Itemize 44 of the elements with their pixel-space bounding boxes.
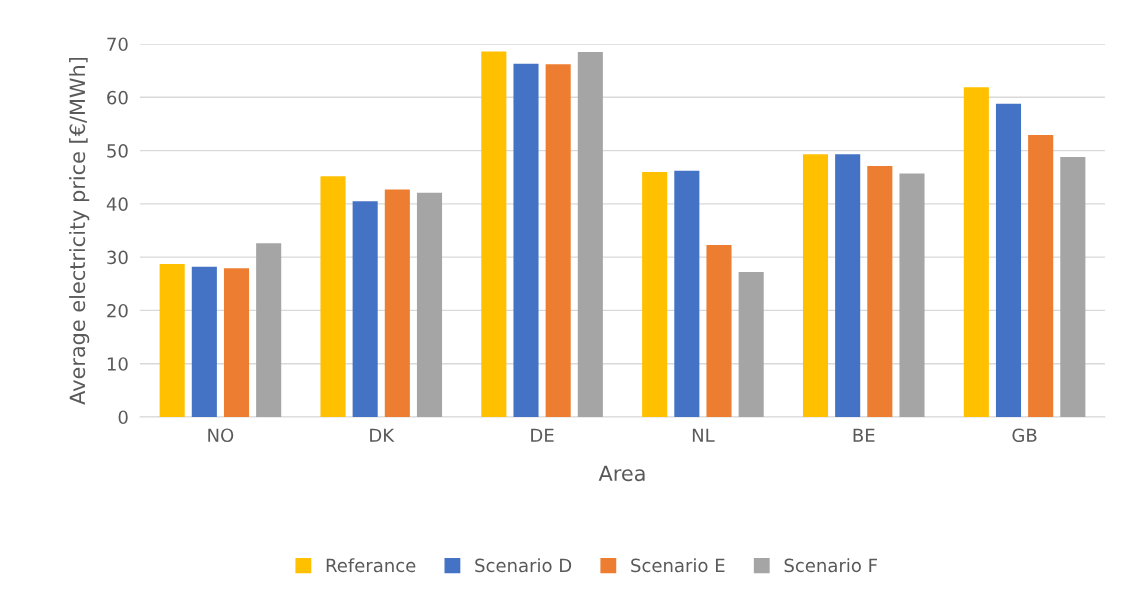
bar	[995, 103, 1022, 417]
y-tick-label: 40	[106, 197, 128, 211]
y-tick-label: 70	[107, 37, 128, 52]
y-tick-label: 10	[107, 357, 128, 371]
bar	[577, 51, 603, 417]
legend-label: Scenario E	[631, 558, 725, 573]
y-axis-title: Average electricity price [€/MWh]	[69, 57, 90, 405]
bar	[352, 201, 378, 417]
bar	[835, 154, 861, 417]
x-tick-label: NO	[208, 428, 234, 443]
bar	[384, 189, 410, 417]
bar	[191, 266, 217, 417]
bar	[1060, 156, 1086, 417]
bar	[159, 264, 185, 417]
bar	[706, 244, 732, 417]
legend-label: Scenario F	[784, 558, 877, 573]
bar	[867, 166, 893, 417]
bar	[320, 176, 346, 417]
x-tick-label: GB	[1012, 428, 1037, 443]
x-tick-label: DE	[531, 428, 554, 442]
bar	[223, 268, 250, 417]
bar	[899, 173, 925, 417]
bar	[1028, 135, 1054, 417]
x-axis-title: Area	[598, 465, 645, 482]
y-tick-label: 60	[107, 90, 128, 105]
legend-label: Scenario D	[475, 558, 572, 573]
legend-label: Referance	[326, 558, 416, 573]
x-tick-label: DK	[370, 428, 395, 442]
x-tick-label: BE	[853, 428, 875, 442]
x-tick-label: NL	[692, 428, 715, 442]
bar	[802, 154, 829, 417]
y-tick-label: 20	[107, 303, 128, 318]
bar	[545, 64, 571, 417]
y-tick-label: 0	[118, 410, 128, 425]
bar	[642, 171, 668, 417]
bar	[738, 272, 764, 417]
y-tick-label: 50	[107, 144, 128, 158]
bar	[513, 63, 539, 417]
bar	[256, 243, 282, 417]
bar	[963, 87, 989, 417]
bar	[674, 170, 700, 417]
y-tick-label: 30	[107, 250, 128, 265]
bar	[416, 192, 443, 417]
bar	[481, 51, 507, 417]
